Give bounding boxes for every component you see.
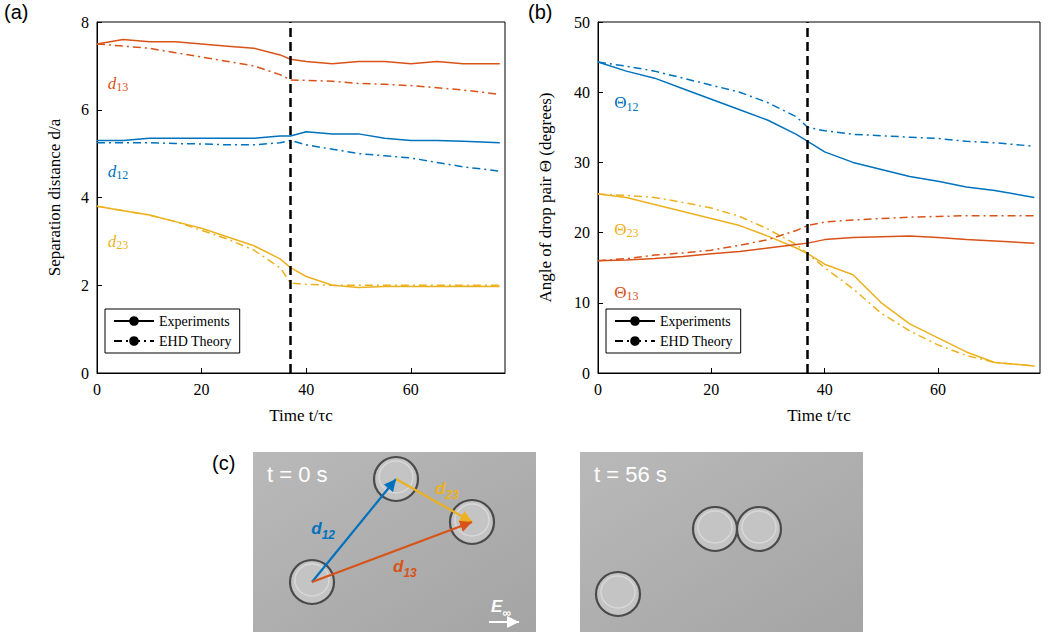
svg-text:20: 20 — [703, 381, 719, 398]
svg-text:20: 20 — [574, 224, 590, 241]
svg-text:0: 0 — [81, 365, 89, 382]
svg-text:Θ: Θ — [614, 220, 626, 239]
svg-text:30: 30 — [574, 154, 590, 171]
svg-text:13: 13 — [626, 289, 638, 303]
svg-text:20: 20 — [194, 381, 210, 398]
svg-text:Θ: Θ — [614, 283, 626, 302]
svg-text:Separation distance d/a: Separation distance d/a — [45, 118, 64, 276]
svg-text:6: 6 — [81, 101, 89, 118]
svg-text:t = 56 s: t = 56 s — [594, 462, 667, 487]
svg-text:d: d — [107, 73, 117, 93]
svg-text:(a): (a) — [4, 1, 28, 23]
svg-text:0: 0 — [93, 381, 101, 398]
svg-text:0: 0 — [594, 381, 602, 398]
svg-text:0: 0 — [582, 365, 590, 382]
svg-text:Θ: Θ — [614, 93, 626, 112]
svg-text:23: 23 — [116, 238, 128, 252]
svg-text:40: 40 — [298, 381, 314, 398]
svg-text:Time t/τc: Time t/τc — [787, 406, 851, 425]
svg-text:Angle of drop pair Θ (degrees): Angle of drop pair Θ (degrees) — [536, 92, 555, 302]
svg-text:EHD Theory: EHD Theory — [159, 334, 231, 349]
svg-text:d: d — [107, 231, 117, 251]
svg-text:60: 60 — [930, 381, 946, 398]
svg-text:13: 13 — [116, 80, 128, 94]
svg-text:EHD Theory: EHD Theory — [660, 334, 732, 349]
svg-text:t = 0 s: t = 0 s — [267, 462, 328, 487]
svg-text:60: 60 — [403, 381, 419, 398]
svg-text:40: 40 — [574, 84, 590, 101]
svg-text:d23: d23 — [435, 479, 459, 502]
svg-text:50: 50 — [574, 14, 590, 31]
svg-text:10: 10 — [574, 294, 590, 311]
svg-text:d13: d13 — [393, 557, 417, 580]
svg-text:Experiments: Experiments — [660, 314, 731, 329]
svg-text:4: 4 — [81, 189, 89, 206]
svg-text:12: 12 — [626, 100, 638, 114]
svg-text:(b): (b) — [528, 1, 552, 23]
svg-text:d12: d12 — [311, 519, 335, 542]
svg-text:2: 2 — [81, 277, 89, 294]
svg-text:d: d — [107, 161, 117, 181]
svg-text:8: 8 — [81, 14, 89, 31]
svg-text:12: 12 — [116, 168, 128, 182]
svg-text:40: 40 — [817, 381, 833, 398]
svg-text:E∞: E∞ — [491, 597, 511, 620]
svg-text:Experiments: Experiments — [159, 314, 230, 329]
svg-text:(c): (c) — [212, 452, 235, 474]
svg-text:Time t/τc: Time t/τc — [269, 406, 333, 425]
svg-text:23: 23 — [626, 226, 638, 240]
